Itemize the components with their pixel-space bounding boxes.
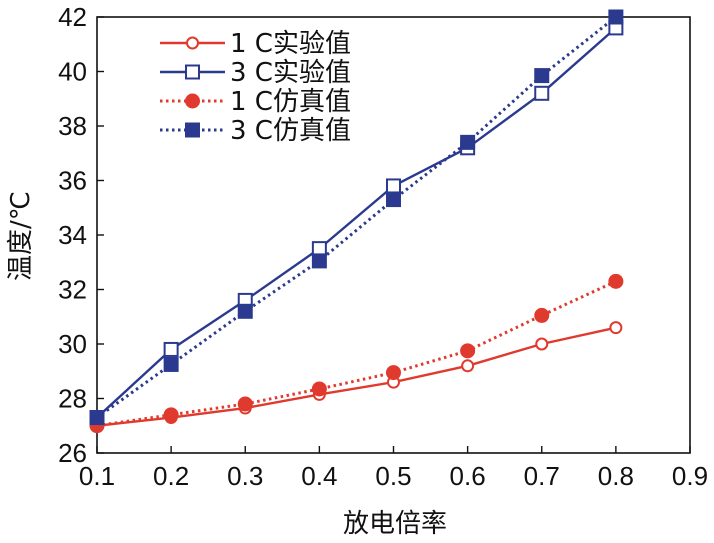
y-tick-label: 38 <box>58 111 87 141</box>
x-tick-label: 0.9 <box>672 461 708 491</box>
data-point <box>534 85 550 101</box>
data-point <box>311 381 327 397</box>
data-point <box>163 341 179 357</box>
x-tick-label: 0.3 <box>227 461 263 491</box>
x-tick-label: 0.6 <box>450 461 486 491</box>
data-point <box>386 178 401 194</box>
data-point <box>237 396 253 412</box>
data-point <box>608 273 624 289</box>
y-tick-label: 28 <box>58 384 87 414</box>
x-tick-label: 0.4 <box>301 461 337 491</box>
data-point <box>386 365 401 381</box>
series-line <box>96 15 617 419</box>
y-tick-label: 36 <box>58 166 87 196</box>
x-axis-title: 放电倍率 <box>343 509 447 539</box>
y-tick-label: 42 <box>58 2 87 32</box>
series-3 <box>89 273 624 434</box>
data-point <box>461 359 475 373</box>
legend-item: 3 C仿真值 <box>160 116 351 146</box>
data-point <box>460 343 476 359</box>
data-point <box>608 9 624 25</box>
series-line <box>96 27 617 419</box>
y-axis-title: 温度/℃ <box>6 191 36 281</box>
series-4 <box>89 9 624 426</box>
data-point <box>534 68 550 84</box>
series-layer <box>89 9 624 434</box>
y-tick-label: 26 <box>58 438 87 468</box>
data-point <box>609 321 623 335</box>
x-tick-label: 0.8 <box>598 461 634 491</box>
x-tick-label: 0.2 <box>153 461 189 491</box>
legend-label: 3 C仿真值 <box>230 116 351 146</box>
data-point <box>163 356 179 372</box>
legend-label: 1 C仿真值 <box>230 87 351 117</box>
data-point <box>311 253 327 269</box>
y-tick-label: 40 <box>58 57 87 87</box>
legend-item: 1 C仿真值 <box>160 87 351 117</box>
data-point <box>534 307 550 323</box>
legend-marker <box>186 36 199 50</box>
data-point <box>386 192 401 208</box>
data-point <box>163 407 179 423</box>
data-point <box>89 410 105 426</box>
legend-marker <box>185 122 200 138</box>
legend-item: 1 C实验值 <box>160 29 351 59</box>
legend-label: 1 C实验值 <box>230 29 351 59</box>
y-tick-label: 34 <box>58 220 87 250</box>
data-point <box>460 134 476 150</box>
x-tick-label: 0.1 <box>79 461 115 491</box>
data-point <box>311 241 327 257</box>
x-tick-label: 0.5 <box>375 461 411 491</box>
y-tick-label: 30 <box>58 329 87 359</box>
data-point <box>535 337 549 351</box>
legend-label: 3 C实验值 <box>230 58 351 88</box>
legend-marker <box>185 93 200 109</box>
x-tick-label: 0.7 <box>524 461 560 491</box>
plot-area: 0.1 0.2 0.3 0.4 0.5 0.6 0.7 0.8 0.9 26 28 30 32 34 36 3… <box>58 2 708 491</box>
legend-marker <box>185 64 200 80</box>
data-point <box>237 303 253 319</box>
legend-item: 3 C实验值 <box>160 58 351 88</box>
series-line <box>96 326 617 427</box>
y-tick-label: 32 <box>58 275 87 305</box>
